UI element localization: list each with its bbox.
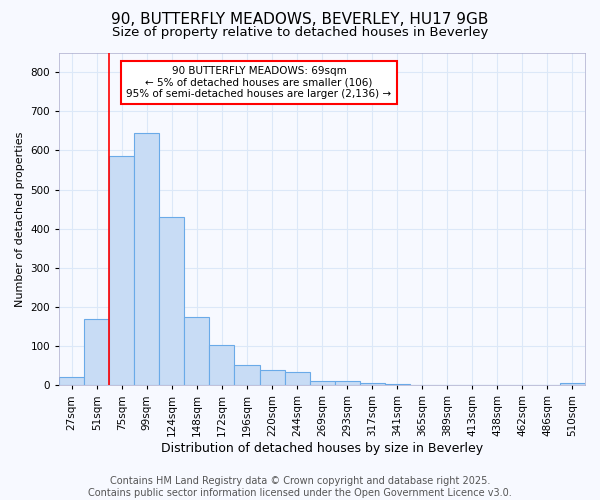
Text: Contains HM Land Registry data © Crown copyright and database right 2025.
Contai: Contains HM Land Registry data © Crown c…: [88, 476, 512, 498]
Bar: [560, 384, 585, 386]
Bar: [84, 318, 109, 386]
Bar: [209, 346, 235, 386]
Bar: [59, 378, 84, 386]
Bar: [284, 372, 310, 386]
Bar: [260, 370, 284, 386]
Bar: [160, 217, 184, 386]
Bar: [410, 384, 435, 386]
Text: 90 BUTTERFLY MEADOWS: 69sqm
← 5% of detached houses are smaller (106)
95% of sem: 90 BUTTERFLY MEADOWS: 69sqm ← 5% of deta…: [127, 66, 392, 99]
Text: Size of property relative to detached houses in Beverley: Size of property relative to detached ho…: [112, 26, 488, 39]
Bar: [335, 380, 359, 386]
Bar: [235, 365, 260, 386]
Text: 90, BUTTERFLY MEADOWS, BEVERLEY, HU17 9GB: 90, BUTTERFLY MEADOWS, BEVERLEY, HU17 9G…: [112, 12, 488, 28]
X-axis label: Distribution of detached houses by size in Beverley: Distribution of detached houses by size …: [161, 442, 483, 455]
Bar: [109, 156, 134, 386]
Bar: [385, 384, 410, 386]
Y-axis label: Number of detached properties: Number of detached properties: [15, 131, 25, 306]
Bar: [359, 384, 385, 386]
Bar: [134, 133, 160, 386]
Bar: [310, 382, 335, 386]
Bar: [184, 317, 209, 386]
